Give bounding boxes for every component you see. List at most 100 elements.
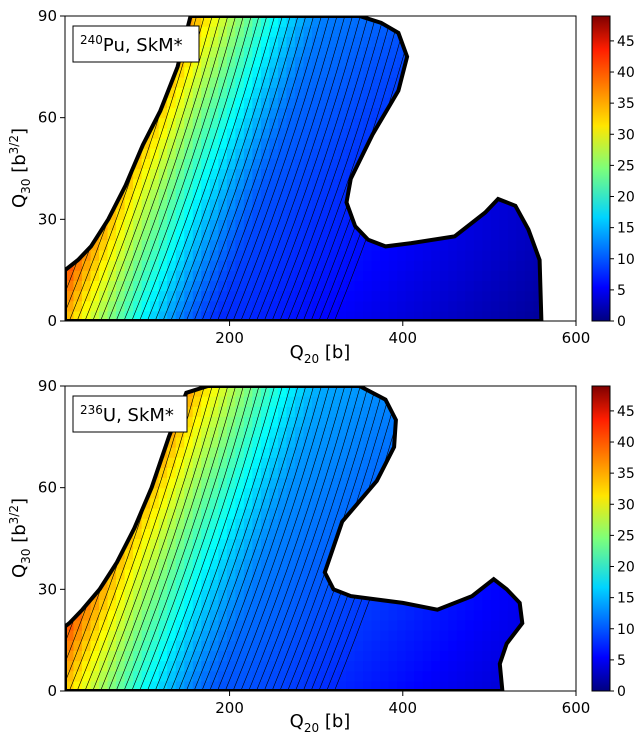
heat-cell xyxy=(473,290,483,302)
heat-cell xyxy=(329,219,339,231)
heat-cell xyxy=(124,548,134,560)
heat-cell xyxy=(218,107,228,119)
heat-cell xyxy=(354,290,364,302)
heat-cell xyxy=(133,199,143,210)
heat-cell xyxy=(286,508,296,519)
heat-cell xyxy=(320,290,330,302)
heat-cell xyxy=(260,497,270,509)
heat-cell xyxy=(414,290,424,302)
heat-cell xyxy=(167,239,177,251)
heat-cell xyxy=(175,599,185,611)
heat-cell xyxy=(201,138,211,149)
heat-cell xyxy=(167,447,177,458)
heat-cell xyxy=(380,670,390,682)
heat-cell xyxy=(473,670,483,682)
heat-cell xyxy=(124,579,134,590)
heat-cell xyxy=(252,609,262,621)
heat-cell xyxy=(346,457,356,468)
heat-cell xyxy=(277,310,288,321)
heat-cell xyxy=(260,650,270,662)
heat-cell xyxy=(175,609,185,621)
heat-cell xyxy=(363,300,373,312)
heat-cell xyxy=(286,138,296,149)
heat-cell xyxy=(184,168,194,180)
heat-cell xyxy=(158,650,168,662)
heat-cell xyxy=(107,219,117,231)
x-tick-label: 400 xyxy=(388,699,417,717)
heat-cell xyxy=(184,477,194,489)
heat-cell xyxy=(260,416,270,428)
heat-cell xyxy=(346,396,356,407)
heat-cell xyxy=(158,219,168,231)
heat-cell xyxy=(303,77,313,88)
heat-cell xyxy=(226,87,236,98)
heat-cell xyxy=(184,158,194,170)
heat-cell xyxy=(167,619,177,631)
heat-cell xyxy=(192,609,202,621)
heat-cell xyxy=(209,280,219,292)
heat-cell xyxy=(192,270,202,281)
heat-cell xyxy=(107,290,117,302)
heat-cell xyxy=(116,660,126,672)
heat-cell xyxy=(329,457,339,468)
heat-cell xyxy=(243,188,253,200)
heat-cell xyxy=(209,660,219,672)
heat-cell xyxy=(150,158,160,170)
heat-cell xyxy=(116,599,126,611)
heat-cell xyxy=(235,199,245,210)
heat-cell xyxy=(329,467,339,479)
heat-cell xyxy=(226,229,236,241)
heat-cell xyxy=(192,219,202,231)
heat-cell xyxy=(354,457,364,468)
heat-cell xyxy=(277,599,288,611)
heat-cell xyxy=(320,178,330,190)
heat-cell xyxy=(303,487,313,499)
heat-cell xyxy=(167,680,177,691)
heat-cell xyxy=(192,209,202,220)
heat-cell xyxy=(269,249,279,261)
heat-cell xyxy=(303,26,313,37)
colorbar-tick-label: 35 xyxy=(617,466,635,482)
heat-cell xyxy=(294,579,305,590)
heat-cell xyxy=(294,249,305,261)
heat-cell xyxy=(414,630,424,641)
heat-cell xyxy=(465,609,475,621)
heat-cell xyxy=(192,416,202,428)
heat-cell xyxy=(158,660,168,672)
heat-cell xyxy=(499,300,509,312)
heat-cell xyxy=(141,219,151,231)
heat-cell xyxy=(311,158,322,170)
heat-cell xyxy=(294,518,305,529)
heat-cell xyxy=(116,609,126,621)
heat-cell xyxy=(346,310,356,321)
heat-cell xyxy=(243,168,253,180)
heat-cell xyxy=(99,589,109,601)
heat-cell xyxy=(346,219,356,231)
heat-cell xyxy=(192,569,202,580)
heat-cell xyxy=(252,670,262,682)
contour-line xyxy=(115,386,221,691)
heat-cell xyxy=(448,670,458,682)
heat-cell xyxy=(311,599,322,611)
heat-cell xyxy=(388,630,398,641)
heat-cell xyxy=(337,630,347,641)
heat-cell xyxy=(133,158,143,170)
heat-cell xyxy=(73,640,83,651)
heat-cell xyxy=(490,280,500,292)
heat-cell xyxy=(150,630,160,641)
heat-cell xyxy=(371,66,381,78)
heat-cell xyxy=(337,158,347,170)
heat-cell xyxy=(260,97,270,109)
heat-cell xyxy=(431,270,441,281)
heat-cell xyxy=(294,386,305,397)
heat-cell xyxy=(243,26,253,37)
heat-cell xyxy=(167,127,177,139)
contour-line xyxy=(201,386,307,691)
heat-cell xyxy=(124,270,134,281)
heat-cell xyxy=(354,660,364,672)
colorbar-tick-label: 20 xyxy=(617,190,635,206)
heat-cell xyxy=(235,579,245,590)
heat-cell xyxy=(388,77,398,88)
heat-cell xyxy=(184,117,194,129)
heat-cell xyxy=(65,630,75,641)
